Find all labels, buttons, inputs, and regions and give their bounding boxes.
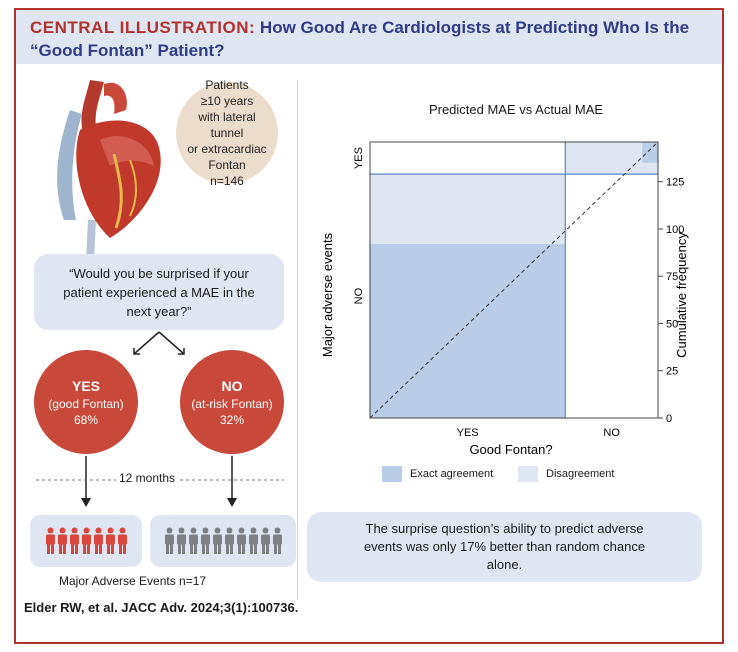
y-tick-label-right: 25 (666, 366, 678, 378)
coronary-fat (112, 153, 123, 229)
y-axis-label-right: Cumulative frequency (674, 232, 689, 358)
arrow-left-head (133, 348, 140, 355)
legend-swatch-disagree (518, 466, 538, 482)
gray-people-group (150, 515, 296, 567)
mosaic-cell-exact (642, 142, 658, 163)
y-tick-label-right: 0 (666, 413, 672, 425)
aortic-arch (104, 82, 127, 114)
person-icon (272, 527, 282, 554)
person-icon (200, 527, 210, 554)
header-band: CENTRAL ILLUSTRATION: How Good Are Cardi… (16, 10, 722, 64)
person-icon (93, 527, 103, 554)
person-icon (212, 527, 222, 554)
patients-line: Patients (205, 78, 249, 92)
person-icon (69, 527, 79, 554)
surprise-question: “Would you be surprised if your patient … (34, 254, 284, 330)
person-icon (57, 527, 67, 554)
y-tick-label-right: 125 (666, 177, 684, 189)
patients-line: or extracardiac (187, 142, 267, 156)
person-icon (81, 527, 91, 554)
person-icon (248, 527, 258, 554)
mosaic-cells (370, 142, 658, 418)
person-icon (176, 527, 186, 554)
no-sub: (at-risk Fontan) (191, 397, 273, 411)
conclusion-box: The surprise question’s ability to predi… (307, 512, 702, 582)
y-tick-label-left: YES (353, 147, 365, 169)
diagonal-reference (369, 141, 659, 419)
timeline-label: 12 months (116, 471, 179, 485)
mosaic-cell-disagree (370, 174, 566, 245)
legend-disagree: Disagreement (518, 466, 614, 482)
person-icon (45, 527, 55, 554)
person-icon (164, 527, 174, 554)
aorta (81, 80, 104, 130)
person-icon (117, 527, 127, 554)
arrow-left-line (133, 331, 160, 355)
legend-label-disagree: Disagreement (546, 468, 615, 480)
red-people-group (30, 515, 142, 567)
citation: Elder RW, et al. JACC Adv. 2024;3(1):100… (24, 600, 299, 615)
patients-line: n=146 (210, 174, 244, 188)
legend-exact: Exact agreement (382, 466, 493, 482)
no-group-circle: NO (at-risk Fontan) 32% (180, 350, 284, 454)
x-tick-label: NO (603, 427, 620, 439)
person-icon (236, 527, 246, 554)
legend-label-exact: Exact agreement (410, 468, 494, 480)
yes-group-circle: YES (good Fontan) 68% (34, 350, 138, 454)
person-icon (105, 527, 115, 554)
patients-line: with lateral tunnel (198, 110, 256, 140)
y-tick-label-left: NO (353, 287, 365, 304)
legend-swatch-exact (382, 466, 402, 482)
question-text: “Would you be surprised if your patient … (63, 265, 255, 319)
arrow-right-head (178, 348, 185, 355)
arrow-no-head (227, 498, 237, 507)
mosaic-cell-white (565, 174, 658, 418)
central-illustration: CENTRAL ILLUSTRATION: How Good Are Cardi… (14, 8, 724, 644)
yes-pct: 68% (73, 413, 99, 427)
page-title: CENTRAL ILLUSTRATION: How Good Are Cardi… (30, 16, 710, 62)
patients-line: ≥10 years (200, 94, 254, 108)
title-lead: CENTRAL ILLUSTRATION: (30, 18, 256, 37)
vena-cava (57, 110, 82, 220)
arrow-right-line (158, 331, 185, 355)
mosaic-chart: Good Fontan? Major adverse events Cumula… (320, 141, 689, 457)
person-icon (224, 527, 234, 554)
person-icon (260, 527, 270, 554)
branch-arrows (36, 331, 284, 507)
heart-illustration (57, 80, 161, 260)
x-axis-label: Good Fontan? (469, 442, 552, 457)
panel-divider (297, 80, 298, 600)
conclusion-text: The surprise question’s ability to predi… (363, 521, 646, 572)
x-tick-label: YES (457, 427, 479, 439)
y-tick-label-right: 50 (666, 318, 678, 330)
mosaic-cell-white (370, 142, 566, 175)
graft-tube (86, 220, 96, 260)
patients-line: Fontan (208, 158, 246, 172)
yes-sub: (good Fontan) (48, 397, 124, 411)
coronary-vessel (129, 159, 137, 217)
heart-highlight (100, 136, 154, 166)
person-icon (188, 527, 198, 554)
yes-label: YES (71, 378, 100, 394)
no-pct: 32% (219, 413, 245, 427)
title-text: How Good Are Cardiologists at Predicting… (30, 18, 690, 60)
y-tick-label-right: 100 (666, 224, 684, 236)
events-label: Major Adverse Events n=17 (56, 574, 210, 588)
mosaic-cell-exact (370, 244, 550, 418)
chart-title: Predicted MAE vs Actual MAE (428, 102, 604, 117)
y-tick-label-right: 75 (666, 271, 678, 283)
arrow-yes-head (81, 498, 91, 507)
plot-frame (369, 141, 659, 419)
patients-circle: Patients ≥10 years with lateral tunnel o… (176, 78, 278, 188)
y-axis-label-left: Major adverse events (320, 232, 335, 357)
no-label: NO (221, 378, 243, 394)
